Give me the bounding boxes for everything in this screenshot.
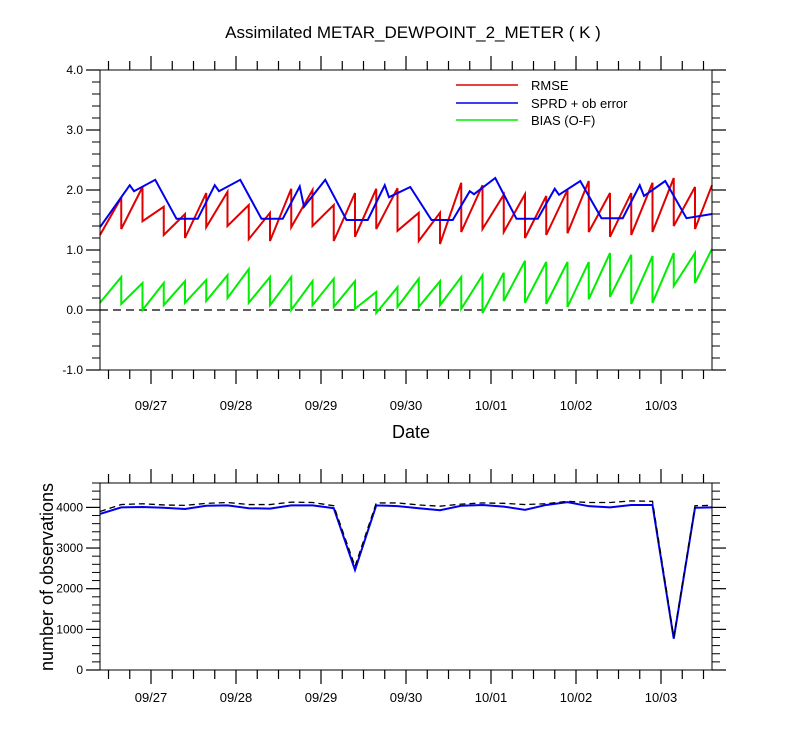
y-axis-label-observations: number of observations	[37, 483, 57, 671]
top-y-tick-labels: -1.0 0.0 1.0 2.0 3.0 4.0	[62, 63, 83, 377]
series-line-used-observations	[99, 501, 713, 639]
bottom-series-group	[99, 500, 713, 639]
series-line-rmse	[99, 177, 713, 245]
top-series-group	[99, 176, 713, 316]
bot-x-tick-label: 09/28	[220, 690, 253, 705]
top-x-tick-labels: 09/27 09/28 09/29 09/30 10/01 10/02 10/03	[135, 398, 678, 413]
top-x-tick-label: 09/29	[305, 398, 338, 413]
top-x-tick-label: 09/27	[135, 398, 168, 413]
top-x-tick-label: 10/03	[645, 398, 678, 413]
top-x-tick-label: 09/28	[220, 398, 253, 413]
bot-x-tick-label: 09/27	[135, 690, 168, 705]
x-axis-label: Date	[392, 422, 430, 442]
bottom-x-tick-labels: 09/27 09/28 09/29 09/30 10/01 10/02 10/03	[135, 690, 678, 705]
top-x-tick-label: 10/02	[560, 398, 593, 413]
top-axis-ticks	[86, 56, 726, 384]
bot-x-tick-label: 10/02	[560, 690, 593, 705]
bot-y-tick-label: 4000	[56, 500, 83, 514]
series-line-sprd-ob-error	[99, 176, 713, 228]
bot-x-tick-label: 09/29	[305, 690, 338, 705]
bottom-y-tick-labels: 0 1000 2000 3000 4000	[56, 500, 83, 677]
series-line-possible-observations	[99, 500, 713, 637]
legend-label-spread: SPRD + ob error	[531, 96, 628, 111]
bot-x-tick-label: 10/01	[475, 690, 508, 705]
top-y-tick-label: 3.0	[66, 123, 83, 137]
bot-y-tick-label: 0	[76, 663, 83, 677]
legend-label-rmse: RMSE	[531, 78, 569, 93]
bot-y-tick-label: 2000	[56, 582, 83, 596]
top-y-tick-label: 4.0	[66, 63, 83, 77]
bot-x-tick-label: 09/30	[390, 690, 423, 705]
chart-title: Assimilated METAR_DEWPOINT_2_METER ( K )	[225, 23, 601, 42]
bot-x-tick-label: 10/03	[645, 690, 678, 705]
bottom-plot-frame	[99, 482, 713, 671]
bottom-axis-ticks	[86, 469, 726, 684]
top-x-tick-label: 09/30	[390, 398, 423, 413]
top-y-tick-label: 1.0	[66, 243, 83, 257]
top-plot-frame	[99, 69, 713, 371]
bot-y-tick-label: 3000	[56, 541, 83, 555]
legend: RMSE SPRD + ob error BIAS (O-F)	[456, 78, 628, 128]
top-x-tick-label: 10/01	[475, 398, 508, 413]
top-y-tick-label: -1.0	[62, 363, 83, 377]
series-line-bias-o-f	[99, 248, 713, 316]
top-y-tick-label: 2.0	[66, 183, 83, 197]
top-y-tick-label: 0.0	[66, 303, 83, 317]
bot-y-tick-label: 1000	[56, 622, 83, 636]
legend-label-bias: BIAS (O-F)	[531, 113, 595, 128]
